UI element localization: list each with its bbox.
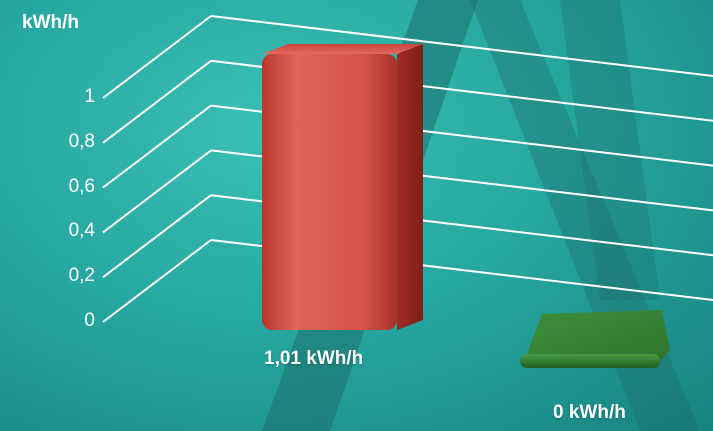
y-tick-label: 0,4 (68, 220, 95, 242)
y-axis-unit-label: kWh/h (22, 12, 79, 33)
y-tick-label: 0 (84, 310, 95, 331)
gridline-diagonal (102, 104, 212, 189)
bar-2-value-label: 0 kWh/h (553, 402, 626, 423)
bar-1 (262, 53, 397, 330)
y-tick-label: 0,2 (68, 265, 95, 287)
gridline-diagonal (102, 15, 212, 99)
bar-1-value-label: 1,01 kWh/h (264, 348, 364, 369)
bar-2-top (524, 310, 670, 362)
gridline-diagonal (102, 239, 212, 323)
y-tick-label: 1 (84, 86, 95, 107)
bars (262, 43, 670, 368)
y-tick-label: 0,8 (68, 130, 95, 152)
bar-1-top (262, 43, 423, 54)
gridline-back (210, 15, 713, 77)
gridline-diagonal (102, 194, 212, 278)
y-tick-label: 0,6 (68, 175, 95, 197)
bar-2 (520, 354, 660, 368)
bar-1-side (397, 43, 423, 330)
gridline-diagonal (102, 149, 212, 234)
gridline-diagonal (102, 60, 212, 144)
